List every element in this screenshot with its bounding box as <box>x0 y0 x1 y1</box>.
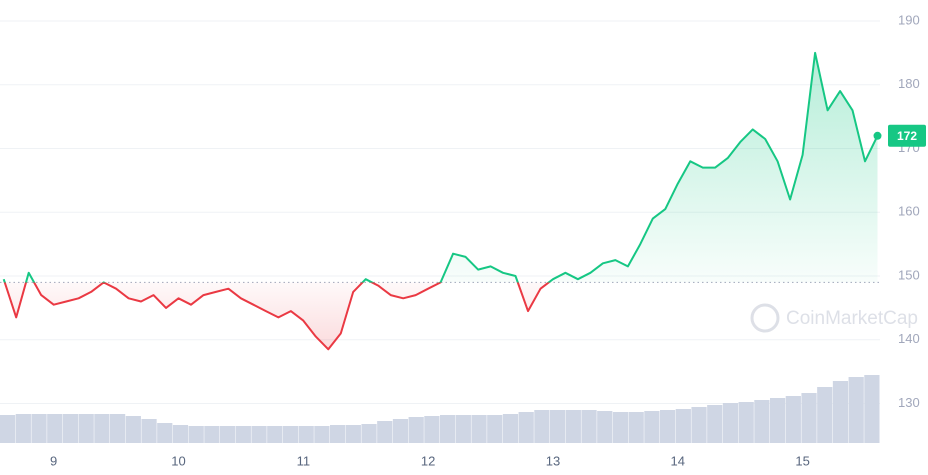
volume-bar <box>251 426 267 443</box>
x-tick-label: 11 <box>297 453 311 468</box>
volume-bar <box>691 407 707 443</box>
volume-bar <box>188 426 204 443</box>
volume-bar <box>864 375 880 443</box>
volume-bar <box>78 414 94 443</box>
volume-bar <box>345 425 361 443</box>
volume-bar <box>722 403 739 443</box>
volume-bar <box>330 425 346 443</box>
volume-bar <box>832 381 849 443</box>
volume-bar <box>392 419 409 443</box>
volume-bar <box>361 424 377 443</box>
x-tick-label: 15 <box>795 453 809 468</box>
volume-bar <box>440 415 456 443</box>
volume-bar <box>565 410 581 443</box>
x-tick-label: 13 <box>546 453 560 468</box>
volume-bar <box>235 426 251 443</box>
volume-bar <box>612 412 629 443</box>
volume-bar <box>471 415 487 443</box>
volume-bar <box>204 426 220 443</box>
price-area <box>3 52 878 350</box>
volume-bar <box>785 396 801 443</box>
y-tick-label: 130 <box>898 395 920 410</box>
volume-bar <box>455 415 471 443</box>
volume-bar <box>47 414 63 443</box>
volume-bar <box>581 410 597 443</box>
y-tick-label: 140 <box>898 331 920 346</box>
watermark-logo <box>750 303 780 333</box>
volume-bar <box>377 421 393 443</box>
volume-bar <box>660 410 676 443</box>
volume-bar <box>110 414 126 443</box>
volume-bar <box>628 412 644 443</box>
volume-bar <box>817 387 833 443</box>
volume-bar <box>125 416 141 443</box>
y-tick-label: 180 <box>898 76 920 91</box>
y-tick-label: 160 <box>898 204 920 219</box>
volume-bar <box>408 417 424 443</box>
volume-bar <box>487 415 503 443</box>
volume-bar <box>644 411 660 443</box>
volume-bar <box>157 423 173 443</box>
volume-bar <box>141 419 157 443</box>
y-tick-label: 190 <box>898 12 920 27</box>
price-line <box>2 51 879 351</box>
volume-bar <box>220 426 236 443</box>
volume-bar <box>267 426 283 443</box>
x-tick-label: 9 <box>50 453 57 468</box>
volume-bar <box>848 377 864 443</box>
volume-bar <box>62 414 79 443</box>
volume-bar <box>597 411 613 443</box>
volume-bar <box>738 402 754 443</box>
volume-bar <box>675 409 691 443</box>
volume-bar <box>801 393 817 443</box>
price-badge <box>888 124 926 147</box>
volume-bar <box>282 426 299 443</box>
volume-bar <box>754 400 770 443</box>
volume-bar <box>534 410 550 443</box>
volume-bar <box>707 405 723 443</box>
y-tick-label: 150 <box>898 267 920 282</box>
volume-bar <box>298 426 314 443</box>
x-tick-label: 12 <box>421 453 435 468</box>
x-tick-label: 10 <box>171 453 185 468</box>
watermark-text: CoinMarketCap <box>786 308 918 329</box>
volume-bar <box>314 426 330 443</box>
volume-bar <box>518 412 534 443</box>
volume-bar <box>31 414 47 443</box>
volume-bar <box>550 410 566 443</box>
volume-bar <box>15 414 31 443</box>
volume-bar <box>94 414 110 443</box>
last-point <box>873 131 882 140</box>
x-tick-label: 14 <box>671 453 685 468</box>
volume-bar <box>424 416 440 443</box>
volume-bar <box>770 398 786 443</box>
volume-bar <box>0 415 16 443</box>
volume-bar <box>172 425 189 443</box>
volume-bar <box>502 414 519 443</box>
watermark: CoinMarketCap <box>750 303 918 333</box>
price-badge-label: 172 <box>897 129 917 143</box>
